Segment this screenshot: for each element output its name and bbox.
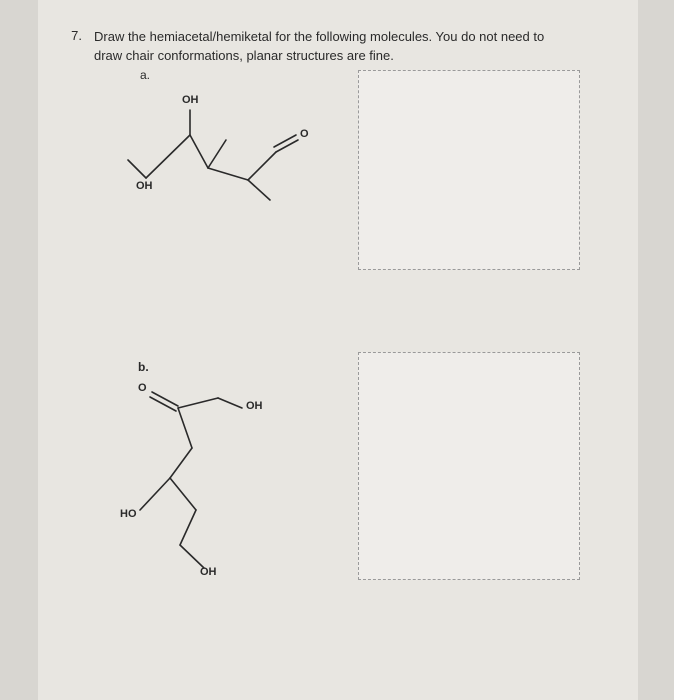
molecule-b: O OH HO OH [100,370,320,600]
molecule-a-svg [98,80,328,240]
label-ho-left: HO [120,508,137,520]
molecule-a: OH OH O [98,80,328,240]
label-o-left: O [138,382,147,394]
question-text: Draw the hemiacetal/hemiketal for the fo… [94,28,544,66]
label-oh-bottom: OH [200,566,217,578]
label-oh-right: OH [246,400,263,412]
worksheet-page: 7. Draw the hemiacetal/hemiketal for the… [38,0,638,700]
label-o-right: O [300,128,309,140]
prompt-line-1: Draw the hemiacetal/hemiketal for the fo… [94,29,544,44]
answer-box-b[interactable] [358,352,580,580]
question-number: 7. [68,28,82,66]
label-oh-top: OH [182,94,199,106]
prompt-line-2: draw chair conformations, planar structu… [94,48,394,63]
question-header: 7. Draw the hemiacetal/hemiketal for the… [68,28,608,66]
label-oh-left: OH [136,180,153,192]
answer-box-a[interactable] [358,70,580,270]
